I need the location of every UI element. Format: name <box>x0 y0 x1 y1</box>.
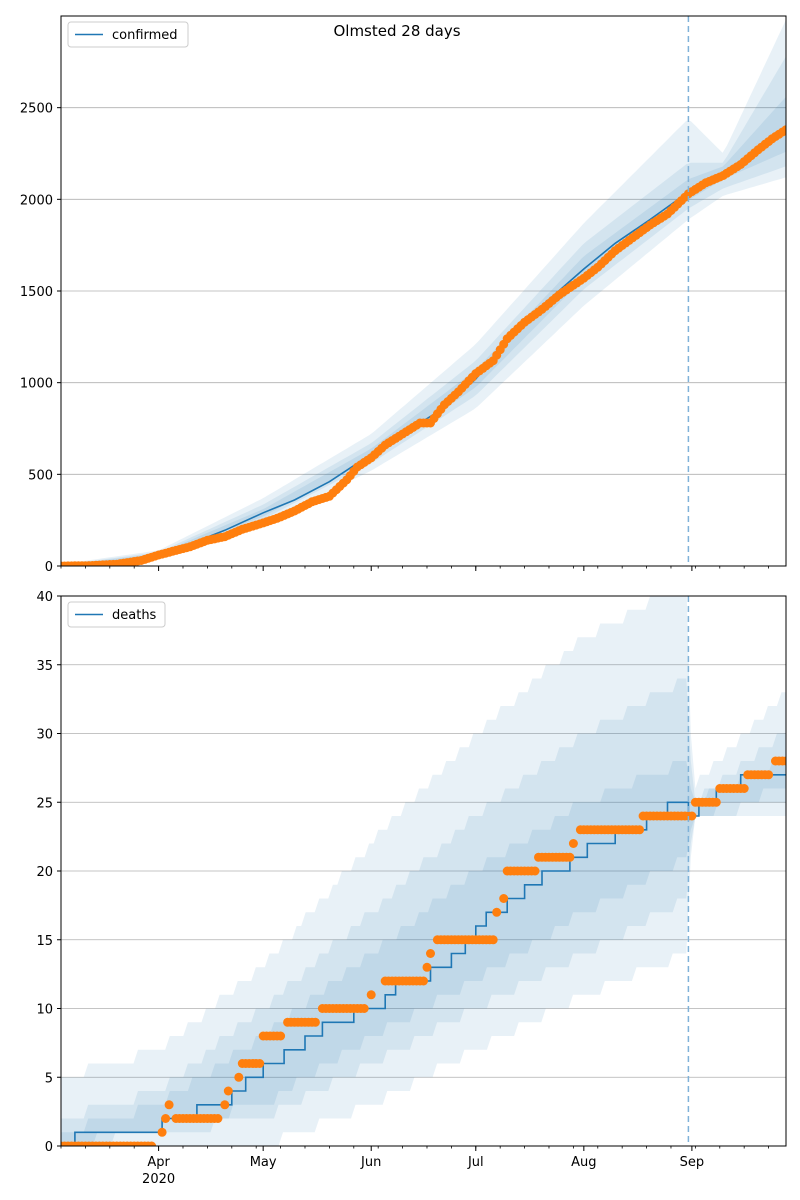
confirmed-panel: 0 500 1000 1500 2000 2500 confirmed <box>20 15 787 575</box>
legend-1: deaths <box>67 601 166 628</box>
y-tick-label: 1500 <box>20 285 53 300</box>
observed-point <box>530 866 540 876</box>
observed-point <box>359 1004 369 1013</box>
x-tick-label: Aug <box>571 1155 596 1170</box>
y-tick-label: 20 <box>36 865 53 880</box>
observed-point <box>234 1072 244 1082</box>
observed-point <box>310 1017 320 1027</box>
y-tick-label: 25 <box>36 796 53 811</box>
x-tick-label: Jun <box>360 1155 381 1170</box>
y-tick-label: 2500 <box>20 102 53 117</box>
observed-point <box>223 1086 233 1096</box>
y-tick-label: 0 <box>45 560 53 575</box>
observed-points-0 <box>61 125 786 566</box>
observed-point <box>488 935 498 945</box>
y-tick-label: 500 <box>28 468 53 483</box>
observed-point <box>499 894 509 903</box>
x-tick-label: Sep <box>680 1155 705 1170</box>
observed-point <box>565 852 575 862</box>
observed-point <box>161 1114 171 1123</box>
observed-point <box>568 839 578 848</box>
y-tick-label: 15 <box>36 934 53 949</box>
y-tick-label: 0 <box>45 1140 53 1155</box>
observed-point <box>220 1100 230 1110</box>
y-tick-label: 35 <box>36 659 53 674</box>
x-tick-sublabel: 2020 <box>142 1172 175 1187</box>
observed-point <box>687 811 697 821</box>
figure-title: Olmsted 28 days <box>333 22 460 40</box>
observed-points-1 <box>61 756 786 1146</box>
confidence-band-1-0 <box>61 596 786 1146</box>
observed-point <box>147 1141 157 1146</box>
confidence-band-1-2 <box>61 761 786 1146</box>
y-tick-label: 5 <box>45 1071 53 1086</box>
observed-point <box>426 949 435 958</box>
observed-point <box>164 1100 174 1110</box>
observed-point <box>366 990 376 1000</box>
confidence-band-1-1 <box>61 678 786 1146</box>
observed-point <box>492 907 502 917</box>
y-tick-label: 10 <box>36 1003 53 1018</box>
confidence-band-0-0 <box>61 19 786 566</box>
observed-point <box>711 797 721 807</box>
observed-point <box>255 1059 265 1068</box>
legend-box <box>67 601 166 628</box>
y-tick-label: 2000 <box>20 193 53 208</box>
x-tick-label: Apr <box>147 1155 170 1170</box>
observed-point <box>422 962 432 972</box>
observed-point <box>157 1127 167 1137</box>
observed-point <box>276 1031 286 1041</box>
y-tick-label: 1000 <box>20 377 53 392</box>
legend-label: deaths <box>112 608 157 623</box>
observed-point <box>739 784 749 793</box>
deaths-panel: 0 5 10 15 20 25 30 35 40 Apr 2020 May Jun Jul Aug Sep de… <box>36 590 787 1187</box>
observed-point <box>213 1114 223 1123</box>
legend-0: confirmed <box>67 21 189 48</box>
observed-point <box>419 976 428 986</box>
legend-box <box>67 21 189 48</box>
observed-point <box>764 770 774 780</box>
y-tick-label: 40 <box>36 590 53 605</box>
y-tick-label: 30 <box>36 728 53 743</box>
legend-label: confirmed <box>112 28 178 43</box>
observed-point <box>781 756 786 766</box>
x-tick-label: Jul <box>467 1155 484 1170</box>
observed-point <box>635 825 645 835</box>
observed-point <box>781 125 786 135</box>
x-tick-label: May <box>250 1155 277 1170</box>
